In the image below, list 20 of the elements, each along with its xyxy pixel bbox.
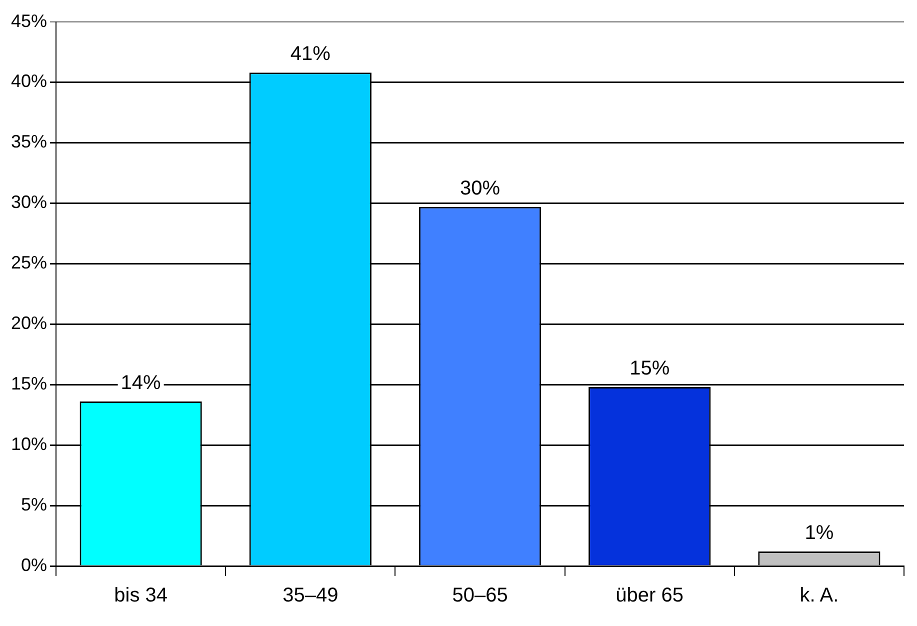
y-tick-label: 30% — [10, 192, 48, 212]
x-tick-label: über 65 — [616, 584, 684, 607]
y-tick-label: 10% — [10, 434, 48, 454]
data-label: 14% — [120, 372, 162, 394]
y-tick-label: 20% — [10, 313, 48, 334]
y-tick-label: 15% — [10, 374, 48, 394]
y-tick-label: 35% — [10, 132, 48, 152]
y-tick-label: 0% — [21, 554, 48, 575]
x-tick-label: 35–49 — [282, 584, 338, 607]
y-tick-label: 40% — [10, 71, 48, 92]
y-tick-label: 45% — [10, 10, 48, 31]
x-tick-label: 50–65 — [452, 584, 508, 607]
y-tick-label: 25% — [10, 252, 48, 273]
data-label: 1% — [804, 522, 834, 544]
data-label: 15% — [630, 358, 670, 380]
data-label: 30% — [460, 177, 500, 200]
data-label: 41% — [290, 43, 331, 66]
y-tick-label: 5% — [21, 494, 48, 514]
x-tick-label: k. A. — [800, 584, 839, 607]
x-tick-label: bis 34 — [114, 584, 168, 607]
